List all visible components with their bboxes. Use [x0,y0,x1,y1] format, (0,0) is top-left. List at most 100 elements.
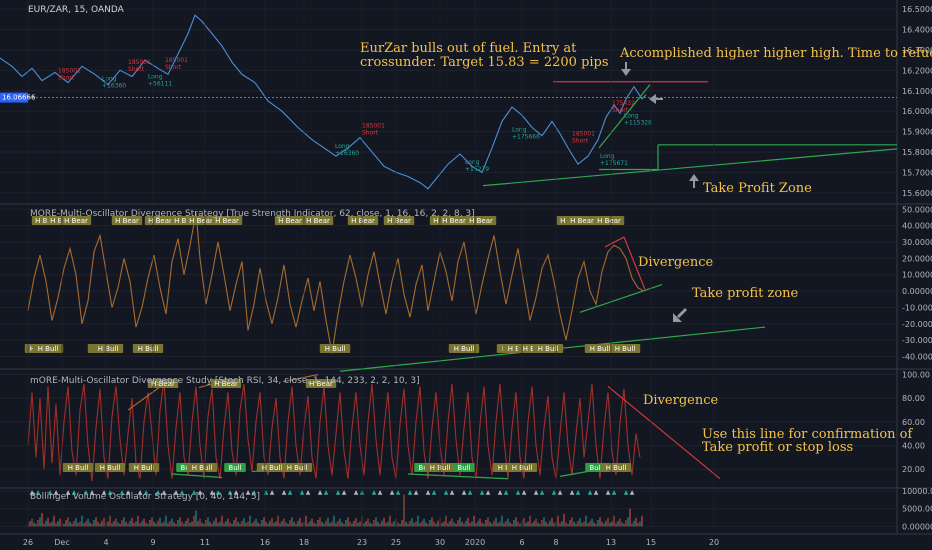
y-tick-label: 16.40000 [902,26,932,35]
signal-tag-label: H Bull [590,345,611,353]
trade-label: Long [102,76,117,83]
annotation-higher-high: Accomplished higher higher high. Time to… [619,46,932,61]
annotation-confirmation-line1: Use this line for confirmation of [702,427,913,442]
signal-tag-bg [465,216,497,225]
signal-marker: ▲ [180,489,185,496]
signal-tag-bg [144,216,176,225]
x-tick-label: 23 [357,538,367,547]
x-tick-label: 13 [606,538,616,547]
signal-marker: ▲ [450,489,455,496]
trend-line [282,373,319,383]
signal-marker: ▲ [162,489,167,496]
x-tick-label: 20 [709,538,719,547]
signal-tag-bg [186,463,218,472]
signal-marker: ▲ [126,489,131,496]
annotation-take-profit-zone-tsi: Take profit zone [692,286,799,301]
signal-tag-label: H Bear [442,217,466,225]
trade-label: Short [128,66,145,73]
signal-tag-bg [274,216,306,225]
y-tick-label: 15.70000 [902,168,932,177]
signal-marker: ▲ [336,489,341,496]
signal-marker: ▲ [558,489,563,496]
signal-marker: ▲ [468,489,473,496]
signal-tag-bg [94,463,126,472]
series-line [27,380,641,482]
signal-tag-bg [383,216,415,225]
signal-tag-label: H Bear [148,217,172,225]
signal-marker: ▲ [48,489,53,496]
signal-marker: ▲ [516,489,521,496]
signal-marker: ▲ [444,489,449,496]
signal-marker: ▲ [318,489,323,496]
left-arrow-icon [649,94,663,104]
signal-marker: ▲ [432,489,437,496]
trade-label: Short [572,138,589,145]
signal-tag-bg [566,216,598,225]
y-tick-label: 15.90000 [902,128,932,137]
y-tick-label: 40.00000 [902,222,932,231]
tsi-pane-title: MORE-Multi-Oscillator Divergence Strateg… [30,209,475,219]
annotation-divergence-tsi: Divergence [638,255,714,270]
signal-tag-bg [448,344,480,353]
signal-marker: ▲ [588,489,593,496]
y-tick-label: 20.00 [902,465,925,474]
trade-label: 185001 [572,131,595,138]
y-tick-label: 40.00 [902,442,925,451]
signal-marker: ▲ [504,489,509,496]
signal-tag-bg [302,216,334,225]
signal-marker: ▲ [66,489,71,496]
signal-marker: ▲ [630,489,635,496]
signal-marker: ▲ [156,489,161,496]
trade-label: Short [362,129,379,136]
signal-marker: ▲ [234,489,239,496]
trade-label: +175671 [600,160,628,167]
x-tick-label: 9 [150,538,155,547]
trade-label: Long [335,143,350,150]
trade-label: 185001 [165,57,188,64]
x-tick-label: 6 [519,538,524,547]
y-tick-label: -10.00000 [902,303,932,312]
down-arrow-icon [621,62,631,76]
signal-tag-bg [305,379,337,388]
signal-marker: ▲ [570,489,575,496]
signal-marker: ▲ [108,489,113,496]
signal-marker: ▲ [198,489,203,496]
trend-line [127,383,165,411]
stoch-pane-title: mORE-Multi-Oscillator Divergence Study [… [30,376,420,386]
pane-1: 50.00000 40.00000 30.00000 20.00000 10.00000… [0,205,932,372]
signal-marker: ▲ [612,489,617,496]
y-tick-label: 0.00000 [902,287,932,296]
annotation-take-profit-zone: Take Profit Zone [703,181,812,196]
signal-tag-bg [438,216,470,225]
signal-marker: ▲ [540,489,545,496]
trend-line [598,84,651,149]
signal-tag-bg [211,216,243,225]
signal-marker: ▲ [300,489,305,496]
x-tick-label: 11 [200,538,210,547]
signal-tag-label: H Bull [98,345,119,353]
signal-tag-label: Bull [228,464,241,472]
signal-marker: ▲ [396,489,401,496]
signal-tag-label: H Bear [151,380,175,388]
signal-tag-bg [593,216,625,225]
y-tick-label: -40.00000 [902,353,932,362]
trade-label: +175666 [512,134,540,141]
price-pane-title: EUR/ZAR, 15, OANDA [28,5,125,15]
signal-marker: ▲ [84,489,89,496]
y-tick-label: 20.00000 [902,254,932,263]
signal-marker: ▲ [606,489,611,496]
annotation-entry-line2: crossunder. Target 15.83 = 2200 pips [360,55,609,70]
signal-tag-bg [60,216,92,225]
signal-tag-bg [147,379,179,388]
trade-label: 185001 [128,59,151,66]
pane-2: 100.00 80.00 60.00 40.00 20.00 H Bear H Bear H … [0,371,930,482]
y-tick-label: 15.80000 [902,148,932,157]
y-tick-label: 16.30000 [902,46,932,55]
signal-tag-label: H Bear [306,217,330,225]
trade-label: +16279 [465,166,489,173]
signal-tag-bg [532,344,564,353]
trade-label: +16360 [102,83,126,90]
trend-line [482,148,898,187]
signal-tag-bg [281,463,313,472]
